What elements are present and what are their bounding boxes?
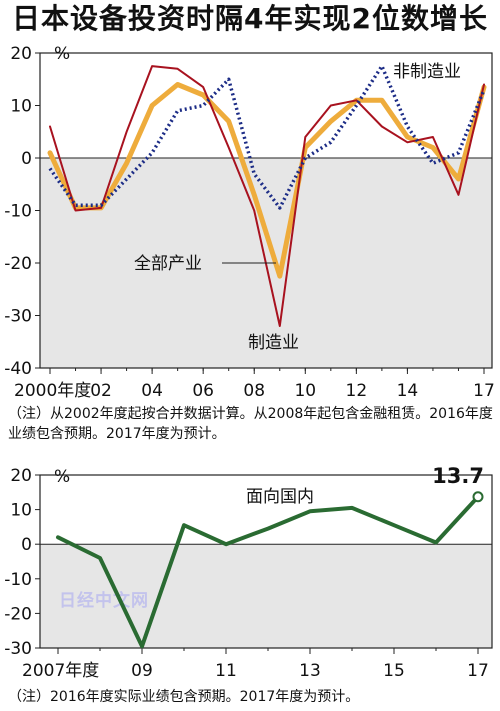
chart-2-y-tick-label: -20 [4,604,32,624]
chart-2-x-tick-label: 13 [299,661,321,681]
chart-1-y-tick-label: -20 [4,254,32,274]
chart-1-x-tick-label: 08 [243,381,265,401]
chart-2-y-tick-label: 0 [21,535,32,555]
chart-1-x-tick-label: 2000年度 [14,381,91,401]
chart-1-y-tick-label: -30 [4,307,32,327]
chart-2-unit-label: % [54,467,70,487]
chart-1-unit-label: % [54,44,70,64]
last-value-label: 13.7 [432,464,484,488]
last-value-marker [472,491,484,503]
chart-1-x-tick-label: 17 [473,381,495,401]
chart-1-series-line-2 [49,65,485,327]
chart-1-y-tick-label: 20 [10,44,32,64]
chart-1-x-tick-label: 14 [397,381,419,401]
chart-1-x-tick-label: 04 [141,381,163,401]
chart-2-x-tick-label: 11 [215,661,237,681]
chart-2-series-line-1 [56,494,480,649]
chart-2-negative-region [40,544,492,648]
watermark: 日经中文网 [59,590,149,611]
chart-1-y-tick-label: 0 [21,149,32,169]
chart-1-note: （注）从2002年度起按合并数据计算。从2008年起包含金融租赁。2016年度业… [8,406,493,442]
chart-1-y-tick-label: -40 [4,359,32,379]
chart-1-series-line-3 [48,64,486,210]
chart-2-plot-frame [39,474,493,649]
chart-2-x-tick-label: 09 [131,661,153,681]
chart-2-y-tick-label: -30 [4,639,32,659]
chart-1-series-line-1 [47,82,487,279]
chart-1-x-tick-label: 02 [90,381,112,401]
chart-1-x-tick-label: 12 [346,381,368,401]
chart-1-x-tick-label: 10 [294,381,316,401]
chart-2-series-label: 面向国内 [246,487,314,507]
chart-2-x-tick-label: 17 [467,661,489,681]
chart-1-x-tick-label: 06 [192,381,214,401]
chart-1-series-label: 非制造业 [393,62,461,82]
chart-1-series-label: 制造业 [248,333,299,353]
chart-title: 日本设备投资时隔4年实现2位数增长 [12,2,488,35]
chart-1-y-tick-label: 10 [10,97,32,117]
chart-2-y-tick-label: 10 [10,501,32,521]
chart-2-x-tick-label: 2007年度 [22,661,99,681]
chart-2-note: （注）2016年度实际业绩包含预期。2017年度为预计。 [8,689,360,705]
chart-1-series-label: 全部产业 [134,254,202,274]
chart-1-y-tick-label: -10 [4,202,32,222]
chart-2-y-tick-label: -10 [4,570,32,590]
chart-2-x-tick-label: 15 [383,661,405,681]
chart-2-y-tick-label: 20 [10,466,32,486]
